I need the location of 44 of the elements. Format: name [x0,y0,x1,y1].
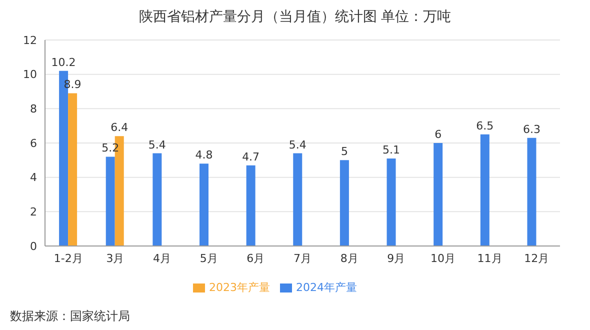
bar [152,153,162,246]
data-label: 5.1 [382,143,400,156]
bar [480,134,490,246]
bar [434,143,443,246]
data-label: 6.5 [476,119,494,132]
data-label: 6 [434,128,442,141]
y-tick-label: 0 [30,240,37,253]
bar [246,165,256,246]
data-label: 5.4 [148,138,166,152]
bar [200,164,208,246]
data-label: 6.3 [522,122,540,136]
data-label: 6.4 [110,121,128,134]
bar [527,138,536,246]
bar [106,156,115,246]
y-tick-label: 4 [30,171,37,184]
x-tick-label: 5月 [200,252,218,265]
x-tick-label: 7月 [294,252,312,265]
y-tick-label: 12 [23,34,37,47]
source-note: 数据来源：国家统计局 [10,308,130,325]
bar [386,158,396,246]
y-tick-label: 8 [30,102,37,116]
data-label: 4.8 [195,148,213,162]
x-tick-label: 8月 [340,252,358,265]
bar [293,153,302,246]
y-tick-label: 2 [30,206,37,219]
legend-label: 2023年产量 [209,281,270,294]
legend-label: 2024年产量 [296,281,357,294]
x-tick-label: 6月 [246,252,265,265]
bar [68,93,78,246]
x-tick-label: 10月 [430,252,456,265]
chart-title: 陕西省铝材产量分月（当月值）统计图 单位：万吨 [138,8,452,26]
x-tick-label: 4月 [153,252,172,265]
x-tick-label: 1-2月 [54,252,83,265]
data-label: 4.7 [242,150,260,164]
x-tick-label: 9月 [387,252,406,265]
x-tick-label: 12月 [524,252,550,265]
x-tick-label: 11月 [477,252,502,265]
data-label: 5 [340,145,348,158]
data-label: 5.4 [288,138,306,152]
x-tick-label: 3月 [106,252,124,265]
bar [340,160,349,246]
y-tick-label: 6 [30,136,37,150]
data-label: 10.2 [51,56,76,69]
y-tick-label: 10 [23,68,37,82]
